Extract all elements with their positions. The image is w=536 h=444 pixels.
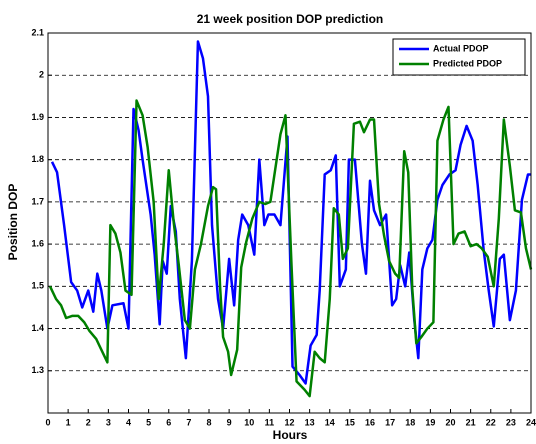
x-tick-label: 23 [506,417,516,427]
x-tick-label: 13 [305,417,315,427]
x-tick-label: 18 [405,417,415,427]
x-tick-label: 5 [146,417,151,427]
legend-label: Predicted PDOP [433,58,502,68]
x-tick-label: 15 [345,417,355,427]
y-tick-label: 1.5 [31,281,44,291]
x-tick-label: 7 [186,417,191,427]
x-tick-label: 24 [526,417,536,427]
x-tick-label: 20 [445,417,455,427]
y-tick-label: 1.6 [31,238,44,248]
legend-label: Actual PDOP [433,43,489,53]
x-tick-label: 8 [206,417,211,427]
y-axis-label: Position DOP [6,184,20,261]
x-tick-label: 0 [45,417,50,427]
x-tick-label: 14 [325,417,335,427]
axes-box [47,32,532,414]
x-tick-label: 21 [466,417,476,427]
x-axis-label: Hours [273,428,308,442]
x-tick-label: 10 [244,417,254,427]
y-tick-label: 2 [39,70,44,80]
x-tick-label: 4 [126,417,131,427]
y-tick-label: 1.7 [31,196,44,206]
y-tick-label: 1.3 [31,365,44,375]
y-tick-label: 1.4 [31,323,44,333]
x-tick-label: 1 [66,417,71,427]
x-tick-label: 2 [86,417,91,427]
x-tick-label: 19 [425,417,435,427]
x-tick-label: 9 [227,417,232,427]
data-line [48,99,533,398]
x-tick-label: 22 [486,417,496,427]
x-tick-label: 16 [365,417,375,427]
legend-box [392,38,526,76]
x-tick-label: 17 [385,417,395,427]
chart-title: 21 week position DOP prediction [197,12,384,26]
x-tick-label: 11 [265,417,275,427]
y-tick-label: 1.8 [31,154,44,164]
y-tick-label: 1.9 [31,112,44,122]
x-tick-label: 6 [166,417,171,427]
y-tick-label: 2.1 [31,27,44,37]
x-tick-label: 3 [106,417,111,427]
x-tick-label: 12 [284,417,294,427]
